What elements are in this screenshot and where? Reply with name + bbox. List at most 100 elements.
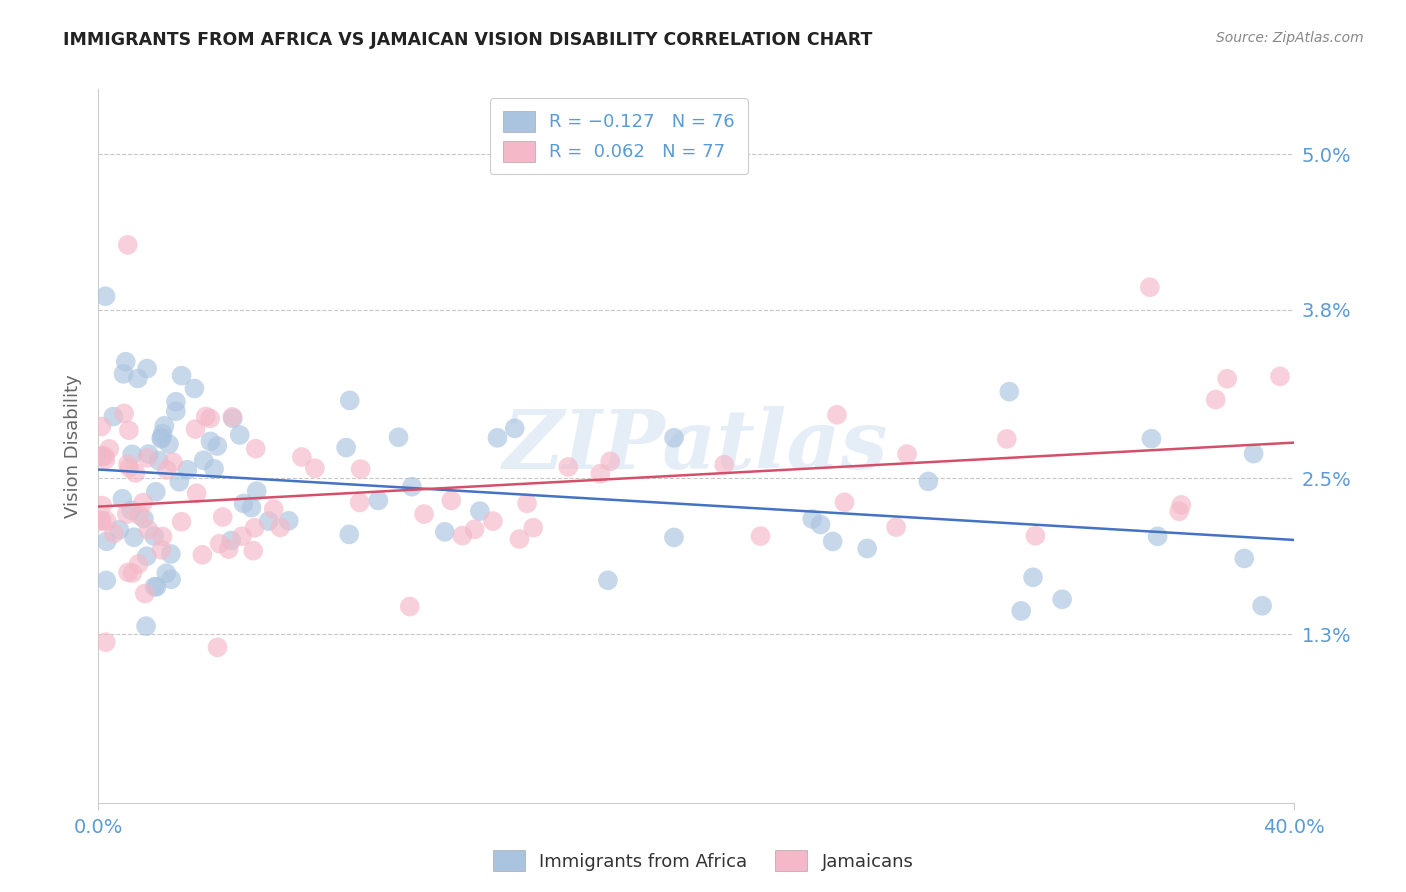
Point — [468, 504, 491, 518]
Point — [145, 580, 167, 594]
Point — [94, 452, 117, 467]
Point — [160, 572, 183, 586]
Point — [464, 522, 486, 536]
Point — [245, 442, 267, 456]
Point — [127, 371, 149, 385]
Point — [1024, 529, 1046, 543]
Point — [136, 450, 159, 465]
Point — [90, 450, 112, 464]
Point — [150, 432, 173, 446]
Point — [1251, 599, 1274, 613]
Point — [121, 447, 143, 461]
Point — [90, 514, 112, 528]
Point — [184, 422, 207, 436]
Point — [291, 450, 314, 464]
Point — [135, 619, 157, 633]
Point — [93, 449, 115, 463]
Point — [96, 534, 118, 549]
Point — [508, 532, 530, 546]
Point — [90, 419, 112, 434]
Point — [165, 394, 187, 409]
Point — [90, 449, 112, 463]
Point — [1022, 570, 1045, 584]
Point — [1168, 504, 1191, 518]
Point — [821, 534, 844, 549]
Point — [194, 409, 217, 424]
Point — [193, 453, 215, 467]
Point — [211, 510, 233, 524]
Point — [398, 599, 420, 614]
Point — [96, 574, 118, 588]
Point — [132, 511, 155, 525]
Point — [108, 523, 131, 537]
Point — [350, 462, 373, 476]
Point — [304, 461, 326, 475]
Point — [94, 635, 117, 649]
Point — [111, 491, 134, 506]
Point — [132, 495, 155, 509]
Point — [219, 533, 242, 548]
Point — [998, 384, 1021, 399]
Point — [112, 367, 135, 381]
Point — [589, 467, 612, 481]
Point — [170, 515, 193, 529]
Point — [503, 421, 526, 435]
Point — [713, 458, 735, 472]
Point — [1243, 447, 1265, 461]
Point — [176, 463, 198, 477]
Point — [522, 521, 544, 535]
Point — [155, 566, 177, 581]
Point — [120, 503, 142, 517]
Point — [263, 502, 285, 516]
Point — [269, 520, 291, 534]
Point — [114, 354, 136, 368]
Text: ZIPatlas: ZIPatlas — [503, 406, 889, 486]
Point — [995, 432, 1018, 446]
Point — [884, 520, 907, 534]
Legend: Immigrants from Africa, Jamaicans: Immigrants from Africa, Jamaicans — [485, 843, 921, 879]
Point — [896, 447, 918, 461]
Point — [1216, 372, 1239, 386]
Point — [387, 430, 409, 444]
Point — [207, 439, 229, 453]
Point — [160, 547, 183, 561]
Y-axis label: Vision Disability: Vision Disability — [63, 374, 82, 518]
Point — [96, 514, 118, 528]
Point — [103, 526, 125, 541]
Point — [208, 537, 231, 551]
Point — [367, 493, 389, 508]
Point — [221, 409, 243, 424]
Point — [150, 431, 173, 445]
Point — [482, 514, 505, 528]
Point — [242, 543, 264, 558]
Point — [121, 566, 143, 580]
Point — [335, 441, 357, 455]
Point — [128, 508, 150, 522]
Point — [143, 580, 166, 594]
Point — [186, 486, 208, 500]
Point — [156, 463, 179, 477]
Point — [749, 529, 772, 543]
Point — [198, 411, 221, 425]
Point — [1170, 498, 1192, 512]
Point — [117, 566, 139, 580]
Point — [243, 521, 266, 535]
Point — [810, 517, 832, 532]
Point — [1146, 529, 1168, 543]
Point — [662, 530, 685, 544]
Point — [231, 529, 253, 543]
Point — [152, 426, 174, 441]
Point — [124, 466, 146, 480]
Point — [117, 238, 139, 252]
Point — [169, 475, 191, 489]
Point — [200, 434, 222, 449]
Point — [152, 529, 174, 543]
Point — [1233, 551, 1256, 566]
Point — [1050, 592, 1073, 607]
Point — [165, 404, 187, 418]
Point — [1268, 369, 1291, 384]
Point — [229, 428, 252, 442]
Point — [202, 462, 225, 476]
Point — [599, 454, 621, 468]
Point — [222, 411, 245, 425]
